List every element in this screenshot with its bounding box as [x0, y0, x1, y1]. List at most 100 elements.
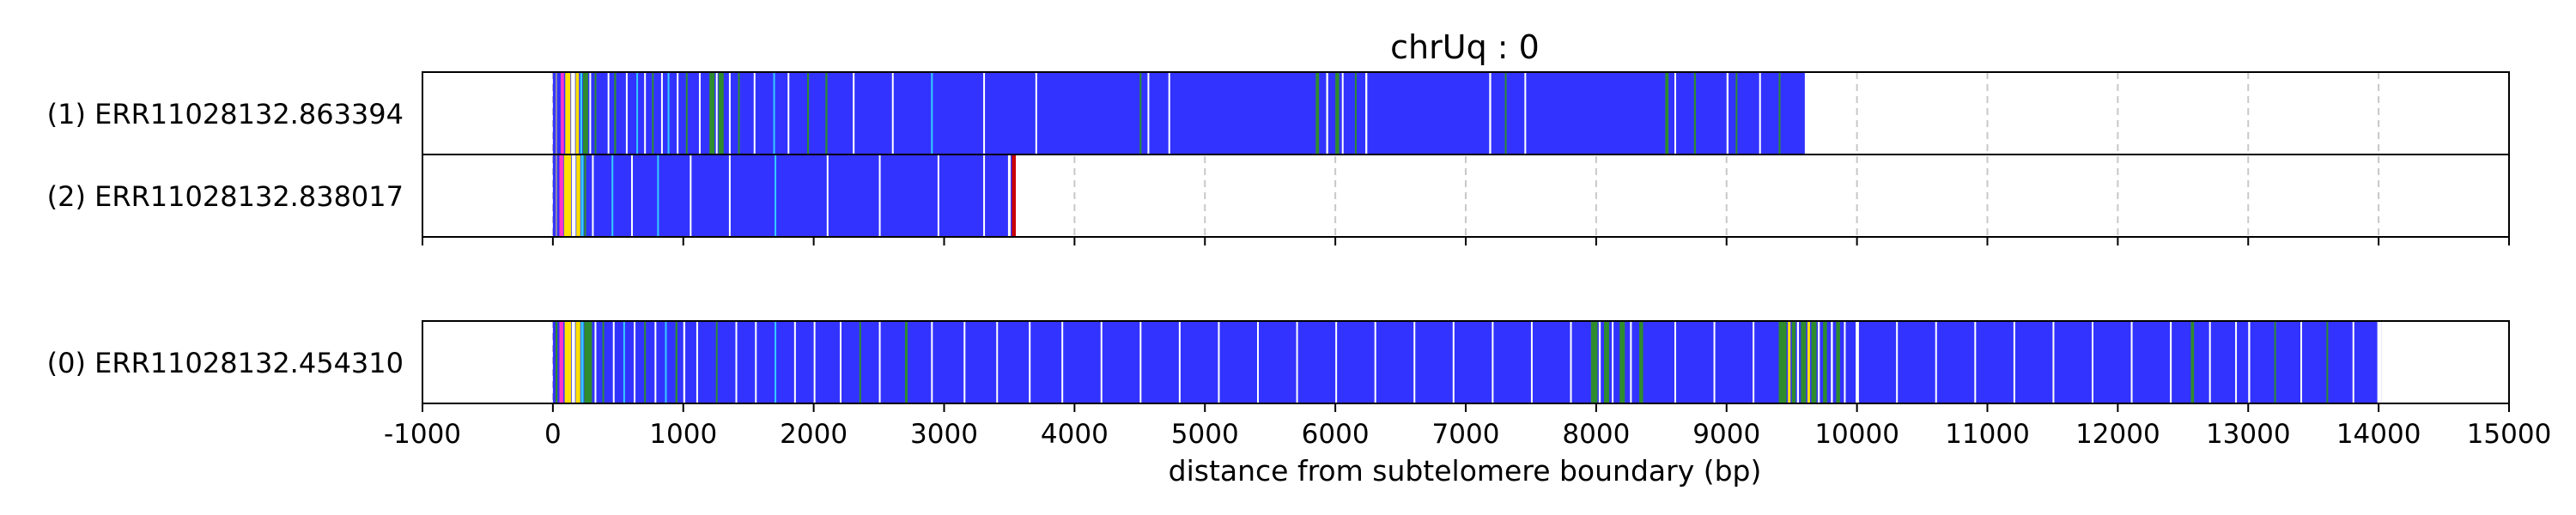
motif-stripe [813, 321, 816, 403]
motif-stripe [2235, 321, 2238, 403]
chart-title: chrUq : 0 [1390, 28, 1540, 66]
motif-stripe [690, 154, 692, 237]
motif-stripe [853, 72, 855, 154]
motif-stripe [594, 72, 597, 154]
motif-stripe [2130, 321, 2133, 403]
motif-stripe [1801, 321, 1807, 403]
motif-stripe [1974, 321, 1977, 403]
motif-stripe [698, 72, 701, 154]
motif-stripe [1726, 72, 1729, 154]
motif-stripe [1619, 321, 1625, 403]
motif-stripe [878, 321, 881, 403]
motif-stripe [2170, 321, 2172, 403]
motif-stripe [580, 154, 584, 237]
x-tick-label: -1000 [384, 419, 461, 450]
motif-stripe [654, 321, 657, 403]
motif-stripe [1935, 321, 1937, 403]
motif-stripe [755, 321, 757, 403]
motif-stripe [1665, 72, 1669, 154]
motif-stripe [859, 321, 861, 403]
motif-stripe [1139, 72, 1142, 154]
motif-stripe [1530, 321, 1533, 403]
motif-stripe [1693, 72, 1697, 154]
motif-stripe [2352, 321, 2354, 403]
x-tick-label: 1000 [649, 419, 717, 450]
motif-stripe [602, 321, 605, 403]
motif-stripe [1452, 321, 1455, 403]
read-label: (1) ERR11028132.863394 [47, 98, 404, 130]
motif-stripe [738, 72, 740, 154]
motif-stripe [1365, 72, 1368, 154]
motif-stripe [592, 154, 594, 237]
read-panel: (0) ERR11028132.454310 [47, 320, 2510, 412]
motif-stripe [1788, 321, 1791, 403]
motif-stripe [2190, 321, 2195, 403]
motif-stripe [1638, 321, 1643, 403]
motif-stripe [1823, 321, 1827, 403]
motif-stripe [825, 72, 828, 154]
x-tick-label: 7000 [1432, 419, 1500, 450]
motif-stripe [2300, 321, 2302, 403]
motif-stripe [667, 72, 670, 154]
x-tick-label: 15000 [2467, 419, 2552, 450]
motif-stripe [1791, 321, 1796, 403]
motif-stripe [675, 321, 677, 403]
motif-stripe [625, 72, 628, 154]
motif-stripe [1796, 321, 1800, 403]
motif-stripe [584, 154, 586, 237]
motif-stripe [1778, 321, 1787, 403]
motif-stripe [1168, 72, 1170, 154]
motif-stripe [1218, 321, 1220, 403]
motif-stripe [1012, 154, 1017, 237]
read-bar [552, 72, 1805, 154]
x-tick-label: 8000 [1562, 419, 1630, 450]
motif-stripe [1778, 72, 1781, 154]
motif-stripe [594, 321, 597, 403]
motif-stripe [559, 154, 564, 237]
motif-stripe [1630, 321, 1632, 403]
motif-stripe [1257, 321, 1259, 403]
motif-stripe [1029, 321, 1031, 403]
motif-stripe [1844, 321, 1846, 403]
x-tick-label: 12000 [2075, 419, 2160, 450]
motif-stripe [775, 154, 777, 237]
x-tick-label: 11000 [1945, 419, 2030, 450]
read-bar [552, 154, 1017, 237]
x-tick-label: 6000 [1302, 419, 1370, 450]
motif-stripe [2013, 321, 2015, 403]
motif-stripe [1598, 321, 1601, 403]
motif-stripe [1735, 72, 1738, 154]
x-axis: -1000 0 1000 2000 3000 4000 5000 6000 7000 8000 90… [384, 419, 2551, 450]
motif-stripe [565, 72, 571, 154]
motif-stripe [840, 321, 841, 403]
motif-stripe [878, 154, 881, 237]
motif-stripe [612, 321, 615, 403]
motif-stripe [983, 154, 986, 237]
motif-stripe [1674, 72, 1676, 154]
motif-stripe [589, 72, 592, 154]
motif-stripe [1147, 72, 1150, 154]
motif-stripe [715, 72, 718, 154]
motif-stripe [611, 154, 614, 237]
motif-stripe [644, 72, 647, 154]
x-tick-label: 5000 [1171, 419, 1239, 450]
motif-stripe [696, 321, 698, 403]
motif-stripe [1713, 321, 1716, 403]
read-row: (1) ERR11028132.863394 [47, 72, 1805, 154]
motif-stripe [1856, 321, 1859, 403]
motif-stripe [793, 321, 796, 403]
motif-stripe [576, 154, 580, 237]
motif-stripe [1524, 72, 1527, 154]
motif-stripe [580, 72, 583, 154]
read-row: (2) ERR11028132.838017 [47, 154, 2509, 237]
motif-stripe [996, 321, 999, 403]
motif-stripe [775, 321, 777, 403]
motif-stripe [1178, 321, 1181, 403]
motif-stripe [735, 321, 738, 403]
motif-stripe [1035, 72, 1037, 154]
motif-stripe [571, 154, 576, 237]
motif-stripe [555, 154, 557, 237]
motif-stripe [575, 72, 580, 154]
motif-stripe [584, 321, 592, 403]
motif-stripe [631, 154, 633, 237]
